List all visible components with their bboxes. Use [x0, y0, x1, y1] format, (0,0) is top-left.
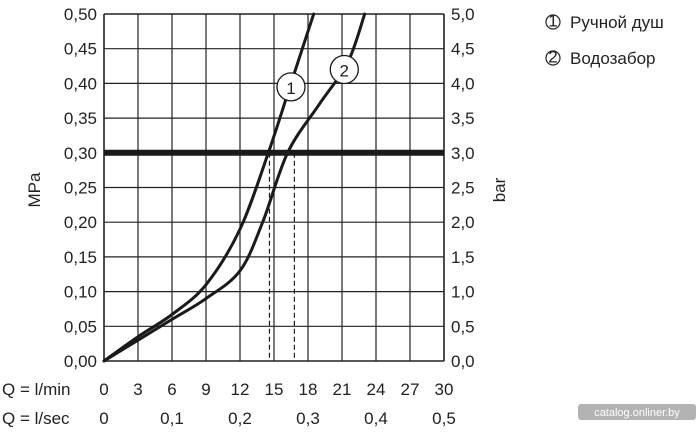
x-tick-label-lmin: 21 — [333, 380, 352, 399]
y-left-tick-label: 0,45 — [64, 40, 97, 59]
curve-labels: 12 — [276, 54, 359, 102]
y-right-tick-label: 0,0 — [451, 352, 475, 371]
legend-item-1: Ручной душ — [570, 13, 664, 32]
legend-item-2: Водозабор — [570, 49, 656, 68]
series-1-label-number: 1 — [286, 79, 295, 98]
series-2-label-circle — [329, 54, 359, 85]
y-right-tick-label: 1,5 — [451, 248, 475, 267]
y-right-tick-label: 4,0 — [451, 74, 475, 93]
drop-lines — [268, 152, 295, 361]
x-tick-label-lmin: 6 — [167, 380, 176, 399]
y-right-tick-label: 4,5 — [451, 40, 475, 59]
y-left-tick-label: 0,30 — [64, 144, 97, 163]
y-left-tick-label: 0,00 — [64, 352, 97, 371]
tick-labels: 0 3 6 9 12 15 18 21 24 27 300,00 0,00,05 0,50,10 1,00… — [64, 5, 475, 428]
y-right-tick-label: 3,0 — [451, 144, 475, 163]
x-tick-label-lsec: 0,5 — [432, 409, 456, 428]
series-2-line — [102, 12, 367, 363]
watermark-background — [578, 404, 696, 420]
y-left-tick-label: 0,15 — [64, 248, 97, 267]
series-1-label-circle — [276, 72, 306, 102]
y-left-tick-label: 0,10 — [64, 283, 97, 302]
x-axis-lmin-title: Q = l/min — [2, 380, 71, 399]
y-left-tick-label: 0,05 — [64, 317, 97, 336]
x-tick-label-lmin: 0 — [99, 380, 108, 399]
y-left-tick-label: 0,25 — [64, 179, 97, 198]
x-tick-label-lmin: 30 — [435, 380, 454, 399]
series-2-label-number: 2 — [340, 62, 349, 81]
x-axis-lsec-title: Q = l/sec — [2, 409, 70, 428]
x-tick-label-lmin: 15 — [265, 380, 284, 399]
x-tick-label-lsec: 0 — [99, 409, 108, 428]
x-tick-label-lmin: 24 — [367, 380, 386, 399]
y-right-tick-label: 2,0 — [451, 213, 475, 232]
watermark: catalog.onliner.by — [594, 407, 680, 419]
legend-marker-1-number: 1 — [548, 12, 557, 31]
x-tick-label-lmin: 12 — [231, 380, 250, 399]
x-tick-label-lsec: 0,1 — [160, 409, 184, 428]
x-tick-label-lmin: 3 — [133, 380, 142, 399]
x-tick-label-lsec: 0,2 — [228, 409, 252, 428]
y-left-axis-title: MPa — [25, 172, 44, 208]
legend-marker-1-icon — [545, 14, 561, 30]
y-left-tick-label: 0,50 — [64, 5, 97, 24]
x-tick-label-lmin: 9 — [201, 380, 210, 399]
legend-marker-2-icon — [545, 50, 561, 66]
y-right-tick-label: 1,0 — [451, 283, 475, 302]
legend: 1 Ручной душ 2 Водозабор — [545, 12, 664, 68]
x-tick-label-lmin: 18 — [299, 380, 318, 399]
x-tick-label-lsec: 0,4 — [364, 409, 388, 428]
y-left-tick-label: 0,20 — [64, 213, 97, 232]
y-right-tick-label: 3,5 — [451, 109, 475, 128]
x-tick-label-lmin: 27 — [401, 380, 420, 399]
y-right-axis-title: bar — [490, 177, 509, 202]
y-right-tick-label: 2,5 — [451, 179, 475, 198]
y-left-tick-label: 0,35 — [64, 109, 97, 128]
y-right-tick-label: 0,5 — [451, 317, 475, 336]
y-left-tick-label: 0,40 — [64, 74, 97, 93]
x-tick-label-lsec: 0,3 — [296, 409, 320, 428]
legend-marker-2-number: 2 — [548, 48, 557, 67]
y-right-tick-label: 5,0 — [451, 5, 475, 24]
